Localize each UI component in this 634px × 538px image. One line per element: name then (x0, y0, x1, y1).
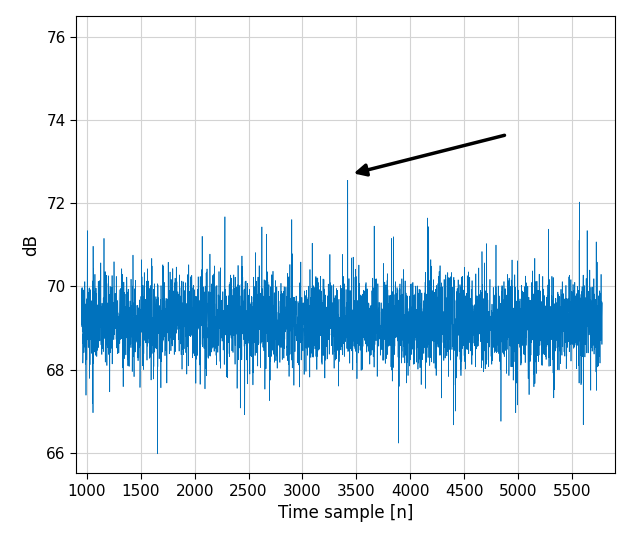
X-axis label: Time sample [n]: Time sample [n] (278, 505, 413, 522)
Y-axis label: dB: dB (23, 234, 41, 256)
